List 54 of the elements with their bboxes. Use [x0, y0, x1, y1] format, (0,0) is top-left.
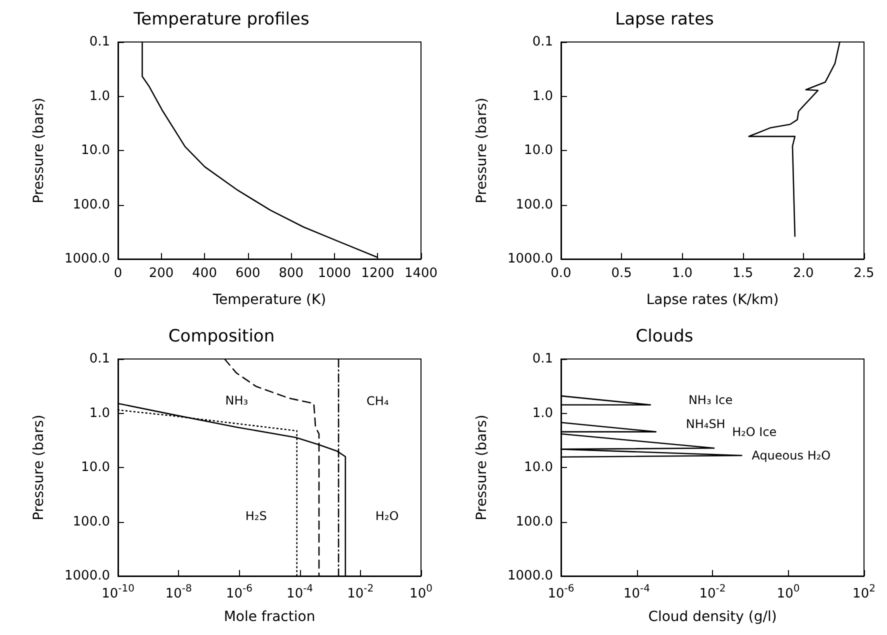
y-tick-label: 10.0 — [81, 143, 110, 158]
y-tick-label: 0.1 — [532, 352, 553, 366]
x-axis-title: Lapse rates (K/km) — [646, 292, 779, 308]
series-label: NH₃ — [225, 393, 248, 408]
text: CH₄ — [366, 394, 389, 408]
y-tick-label: 1.0 — [532, 88, 553, 104]
y-tick-label: 10.0 — [524, 143, 553, 158]
y-tick-label: 1.0 — [532, 406, 553, 421]
y-tick-label: 1000.0 — [508, 252, 553, 266]
x-tick-label: 200 — [148, 266, 174, 281]
x-axis-title: Cloud density (g/l) — [648, 609, 777, 625]
x-tick-label: 1200 — [361, 266, 394, 281]
y-tick-label: 10.0 — [524, 460, 553, 475]
y-axis-title: Pressure (bars) — [31, 414, 47, 520]
y-tick-label: 10.0 — [81, 460, 110, 475]
text: H₂S — [245, 509, 267, 523]
chart-title: Clouds — [636, 326, 694, 346]
x-tick-label: 1400 — [404, 266, 438, 281]
x-tick-label: 2.5 — [854, 266, 874, 281]
x-axis-title: Temperature (K) — [212, 292, 326, 308]
text: NH₄SH — [686, 416, 726, 431]
y-axis-title: Pressure (bars) — [31, 98, 47, 204]
y-tick-label: 1000.0 — [64, 252, 110, 266]
text: H₂O — [375, 509, 399, 523]
y-tick-label: 100.0 — [516, 514, 553, 530]
y-tick-label: 0.1 — [532, 34, 553, 50]
chart-title: Composition — [168, 326, 275, 346]
y-axis-title: Pressure (bars) — [474, 98, 490, 204]
x-tick-label: 1000 — [318, 266, 351, 281]
x-tick-label: 0 — [114, 266, 122, 281]
x-tick-label: 0.5 — [611, 266, 632, 281]
chart-title: Lapse rates — [615, 10, 714, 30]
x-tick-label: 400 — [192, 266, 217, 281]
y-axis-title: Pressure (bars) — [474, 414, 490, 520]
x-tick-label: 1.5 — [732, 266, 754, 281]
chart-title: Temperature profiles — [132, 10, 310, 30]
y-tick-label: 1000.0 — [64, 568, 110, 584]
x-axis-title: Mole fraction — [224, 609, 316, 625]
x-tick-label: 600 — [235, 266, 260, 281]
y-tick-label: 1000.0 — [508, 568, 553, 584]
y-tick-label: 100.0 — [72, 514, 110, 530]
x-tick-label: 0.0 — [550, 266, 572, 281]
y-tick-label: 1.0 — [89, 406, 110, 421]
y-tick-label: 0.1 — [89, 352, 110, 366]
x-tick-label: 2.0 — [793, 266, 814, 281]
y-tick-label: 1.0 — [89, 88, 110, 104]
series-label: Aqueous H₂O — [752, 448, 831, 462]
y-tick-label: 100.0 — [72, 197, 110, 212]
x-tick-label: 800 — [278, 266, 304, 281]
series-label: H₂O Ice — [732, 425, 777, 440]
text: NH₃ Ice — [688, 392, 733, 407]
x-tick-label: 1.0 — [672, 266, 693, 281]
y-tick-label: 0.1 — [89, 34, 110, 50]
y-tick-label: 100.0 — [516, 197, 553, 212]
